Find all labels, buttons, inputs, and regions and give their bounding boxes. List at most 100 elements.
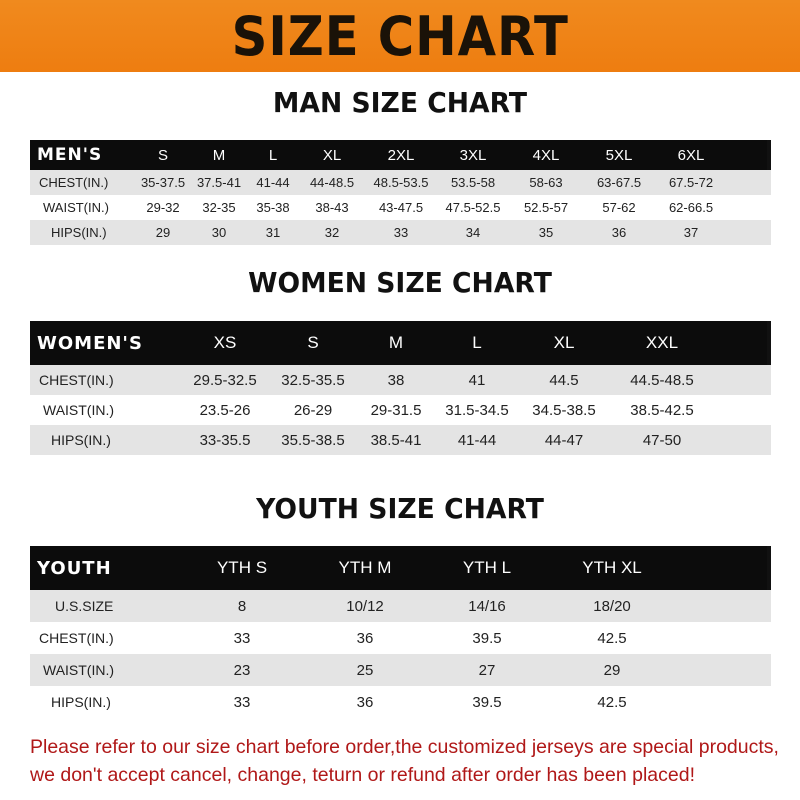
size-header: 3XL <box>459 146 487 164</box>
table-cell: 29-32 <box>146 200 180 215</box>
table-row: WAIST(IN.) 23.5-26 26-29 29-31.5 31.5-34.5 34… <box>30 395 771 425</box>
size-header: XXL <box>645 333 679 352</box>
table-header-label: YOUTH <box>37 557 112 579</box>
table-row: WAIST(IN.) 29-32 32-35 35-38 38-43 43-47.5 47.… <box>30 195 771 220</box>
table-cell: 39.5 <box>472 693 502 711</box>
table-cell: 32-35 <box>202 200 236 215</box>
table-row: HIPS(IN.) 33-35.5 35.5-38.5 38.5-41 41-44 44-… <box>30 425 771 455</box>
table-cell: 23 <box>233 661 251 679</box>
table-cell: 42.5 <box>597 629 627 647</box>
table-cell: 14/16 <box>468 597 506 615</box>
table-cell: 44-48.5 <box>309 175 355 190</box>
table-cell: 33 <box>393 225 409 240</box>
table-cell: 36 <box>356 693 374 711</box>
table-cell: 62-66.5 <box>668 200 714 215</box>
table-cell: 38.5-42.5 <box>630 401 694 419</box>
row-label: HIPS(IN.) <box>51 694 111 710</box>
row-label: WAIST(IN.) <box>43 662 115 678</box>
table-header-label: WOMEN'S <box>37 332 143 354</box>
table-cell: 27 <box>478 661 496 679</box>
table-cell: 44.5 <box>549 371 579 389</box>
table-cell: 48.5-53.5 <box>373 175 429 190</box>
table-cell: 41-44 <box>457 431 497 449</box>
size-header: 5XL <box>605 146 633 164</box>
table-cell: 33-35.5 <box>199 431 251 449</box>
size-header: 4XL <box>532 146 560 164</box>
table-cell: 39.5 <box>472 629 502 647</box>
table-cell: 31 <box>265 225 281 240</box>
table-cell: 42.5 <box>597 693 627 711</box>
size-header: S <box>157 146 169 164</box>
table-cell: 47-50 <box>642 431 682 449</box>
table-cell: 67.5-72 <box>668 175 714 190</box>
size-header: 2XL <box>387 146 415 164</box>
table-cell: 34.5-38.5 <box>532 401 596 419</box>
table-header-row: WOMEN'S XS S M L XL XXL <box>30 321 771 365</box>
size-header: XL <box>322 146 342 164</box>
notice-line-2: we don't accept cancel, change, teturn o… <box>30 764 695 786</box>
table-cell: 38-43 <box>315 200 349 215</box>
youth-chart-title: YOUTH SIZE CHART <box>256 492 544 525</box>
row-label: WAIST(IN.) <box>43 402 115 418</box>
size-header: L <box>472 333 482 352</box>
table-cell: 63-67.5 <box>596 175 642 190</box>
table-cell: 36 <box>356 629 374 647</box>
table-header-row: MEN'S S M L XL 2XL 3XL 4XL 5XL 6XL <box>30 140 771 170</box>
table-header-label: MEN'S <box>37 145 103 165</box>
table-cell: 38 <box>387 371 405 389</box>
table-row: HIPS(IN.) 33 36 39.5 42.5 <box>30 686 771 718</box>
table-cell: 44.5-48.5 <box>630 371 694 389</box>
size-header: L <box>268 146 278 164</box>
table-cell: 33 <box>233 629 251 647</box>
banner-title: SIZE CHART <box>231 4 569 68</box>
row-label: HIPS(IN.) <box>51 432 111 448</box>
row-label: CHEST(IN.) <box>39 175 109 190</box>
table-cell: 41-44 <box>256 175 290 190</box>
table-cell: 37 <box>683 225 699 240</box>
row-label: CHEST(IN.) <box>39 372 114 388</box>
table-cell: 23.5-26 <box>199 401 251 419</box>
table-cell: 52.5-57 <box>523 200 569 215</box>
table-cell: 41 <box>468 371 486 389</box>
table-cell: 29 <box>603 661 621 679</box>
size-header: S <box>307 333 319 352</box>
table-cell: 25 <box>356 661 374 679</box>
notice-line-1: Please refer to our size chart before or… <box>30 736 779 758</box>
men-chart-title: MAN SIZE CHART <box>272 86 528 119</box>
table-cell: 44-47 <box>544 431 584 449</box>
size-header: 6XL <box>677 146 705 164</box>
size-header: M <box>388 333 404 352</box>
table-cell: 34 <box>465 225 481 240</box>
table-cell: 8 <box>237 597 247 615</box>
table-cell: 35-37.5 <box>140 175 186 190</box>
table-cell: 35 <box>538 225 554 240</box>
table-cell: 29.5-32.5 <box>193 371 257 389</box>
table-row: U.S.SIZE 8 10/12 14/16 18/20 <box>30 590 771 622</box>
table-row: HIPS(IN.) 29 30 31 32 33 34 35 36 37 <box>30 220 771 245</box>
table-cell: 32 <box>324 225 340 240</box>
table-cell: 35-38 <box>256 200 290 215</box>
row-label: CHEST(IN.) <box>39 630 114 646</box>
table-cell: 47.5-52.5 <box>445 200 501 215</box>
size-chart-banner: SIZE CHART <box>0 0 800 72</box>
table-cell: 10/12 <box>346 597 384 615</box>
table-cell: 37.5-41 <box>196 175 242 190</box>
size-header: XL <box>553 333 575 352</box>
table-row: CHEST(IN.) 29.5-32.5 32.5-35.5 38 41 44.5 44.5… <box>30 365 771 395</box>
table-row: WAIST(IN.) 23 25 27 29 <box>30 654 771 686</box>
size-header: XS <box>213 333 237 352</box>
table-cell: 29-31.5 <box>370 401 422 419</box>
row-label: WAIST(IN.) <box>43 200 109 215</box>
table-cell: 29 <box>155 225 171 240</box>
size-header: M <box>212 146 226 164</box>
table-row: CHEST(IN.) 33 36 39.5 42.5 <box>30 622 771 654</box>
table-cell: 35.5-38.5 <box>281 431 345 449</box>
table-header-row: YOUTH YTH S YTH M YTH L YTH XL <box>30 546 771 590</box>
size-header: YTH L <box>462 558 512 577</box>
table-cell: 57-62 <box>602 200 636 215</box>
table-cell: 18/20 <box>593 597 631 615</box>
table-cell: 30 <box>211 225 227 240</box>
table-cell: 33 <box>233 693 251 711</box>
table-cell: 38.5-41 <box>370 431 422 449</box>
row-label: U.S.SIZE <box>55 598 114 614</box>
